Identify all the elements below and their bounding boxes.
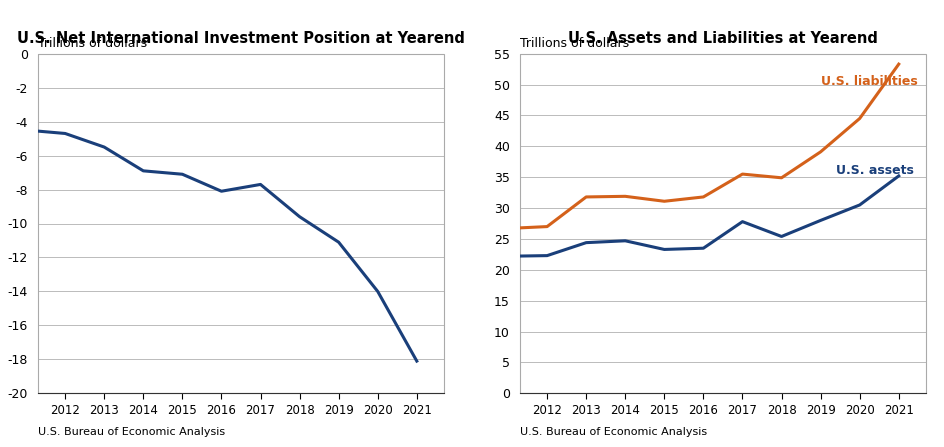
- Title: U.S. Assets and Liabilities at Yearend: U.S. Assets and Liabilities at Yearend: [567, 30, 877, 46]
- Text: U.S. Bureau of Economic Analysis: U.S. Bureau of Economic Analysis: [519, 427, 706, 437]
- Bar: [519, 54, 925, 393]
- Bar: [38, 54, 444, 393]
- Text: Trillions of dollars: Trillions of dollars: [519, 37, 628, 50]
- Text: U.S. liabilities: U.S. liabilities: [819, 75, 917, 88]
- Title: U.S. Net International Investment Position at Yearend: U.S. Net International Investment Positi…: [17, 30, 464, 46]
- Text: U.S. Bureau of Economic Analysis: U.S. Bureau of Economic Analysis: [38, 427, 225, 437]
- Text: Trillions of dollars: Trillions of dollars: [38, 37, 146, 50]
- Text: U.S. assets: U.S. assets: [835, 164, 913, 177]
